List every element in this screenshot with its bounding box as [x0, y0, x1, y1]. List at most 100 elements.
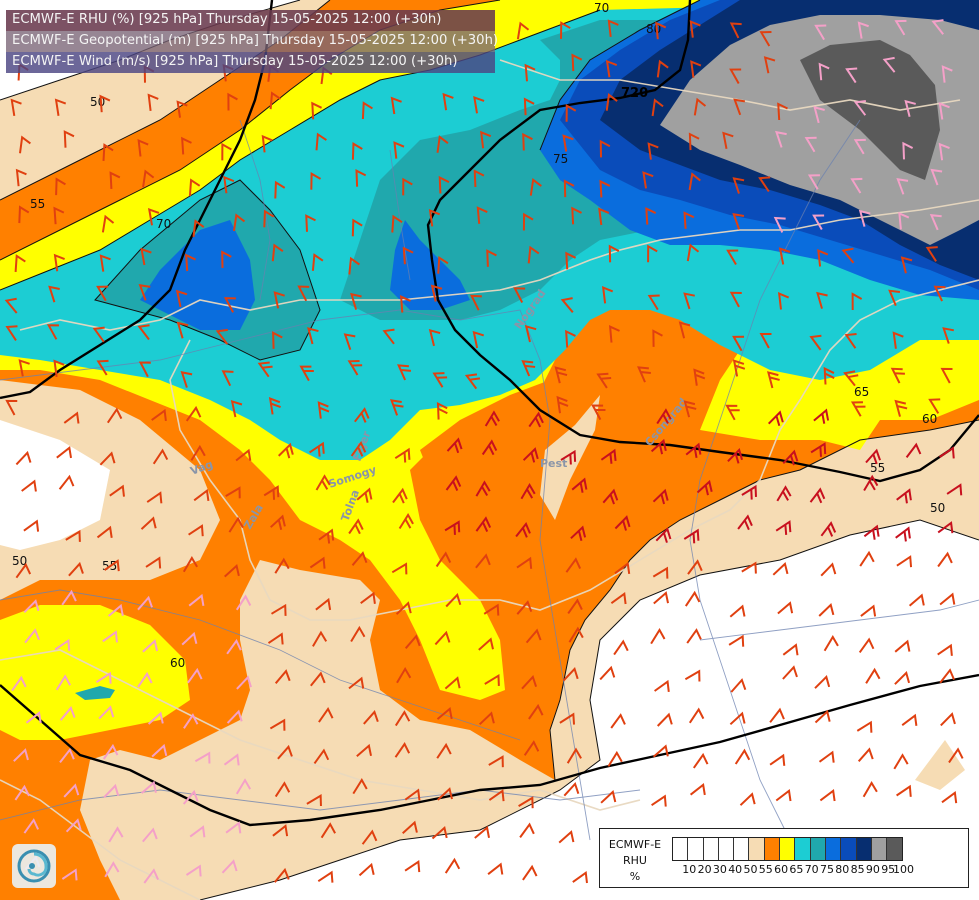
wind-barb	[607, 750, 623, 767]
wind-barb	[270, 514, 286, 531]
wind-barb	[726, 249, 739, 266]
wind-barb	[235, 448, 252, 462]
wind-barb	[53, 253, 65, 272]
wind-barb	[54, 638, 71, 651]
wind-barb	[483, 603, 500, 616]
wind-barb	[428, 208, 441, 227]
wind-barb	[96, 285, 109, 302]
wind-barb	[11, 675, 27, 692]
wind-barb	[686, 243, 700, 262]
wind-barb	[687, 559, 703, 575]
wind-barb	[182, 789, 199, 805]
wind-barb	[693, 97, 707, 116]
legend-swatch	[703, 838, 719, 860]
wind-barb	[678, 321, 691, 339]
wind-barb	[107, 603, 124, 617]
wind-barb	[142, 827, 158, 843]
wind-barb	[515, 521, 531, 538]
wind-barb	[902, 141, 914, 160]
legend-title: ECMWF-E RHU %	[602, 837, 668, 885]
rhu-line-70	[94, 179, 321, 361]
wind-barb	[4, 297, 18, 314]
wind-barb	[928, 398, 941, 414]
wind-barb	[521, 360, 536, 377]
wind-barb	[845, 67, 858, 84]
wind-barb	[63, 783, 80, 798]
wind-barb	[488, 789, 505, 802]
wind-barb	[729, 711, 746, 726]
wind-barb	[137, 324, 150, 341]
wind-barb	[65, 529, 81, 542]
wind-barb	[602, 488, 619, 505]
wind-barb	[5, 399, 18, 416]
geopotential-line-south	[0, 673, 979, 827]
wind-barb	[596, 372, 612, 389]
wind-barb	[15, 562, 32, 579]
wind-barb	[516, 600, 533, 615]
wind-barb	[274, 781, 291, 798]
wind-barb	[937, 521, 954, 534]
wind-barb	[274, 669, 291, 684]
wind-barb	[99, 94, 111, 113]
wind-barb	[102, 743, 119, 760]
wind-barb	[591, 404, 606, 421]
wind-barb	[343, 333, 356, 351]
wind-barb	[939, 592, 956, 606]
wind-barb	[556, 395, 569, 414]
wind-barb	[896, 555, 913, 568]
wind-barb	[688, 707, 705, 724]
wind-barb	[484, 673, 500, 687]
wind-barb	[363, 710, 379, 725]
wind-barb	[404, 788, 421, 801]
wind-barb	[19, 135, 31, 154]
wind-barb	[233, 213, 246, 232]
wind-barb	[312, 630, 328, 647]
wind-barb	[313, 748, 330, 764]
legend-swatch	[856, 838, 872, 860]
wind-barb	[732, 177, 745, 194]
rhu-fill-50-southeast	[915, 740, 965, 790]
wind-barb	[809, 334, 822, 351]
wind-barb	[55, 674, 72, 691]
wind-barb	[696, 479, 713, 496]
wind-barb	[939, 668, 955, 684]
wind-barb	[775, 130, 787, 148]
wind-barb	[306, 793, 322, 807]
wind-barb	[138, 284, 151, 301]
wind-barb	[137, 595, 153, 611]
geopotential-line-center	[426, 0, 979, 483]
wind-barb	[142, 639, 159, 653]
wind-barb	[185, 864, 202, 877]
wind-barb	[599, 179, 611, 198]
wind-barb	[235, 778, 252, 795]
legend-tick-label: 85	[850, 863, 865, 876]
wind-barb	[352, 778, 368, 795]
rhu-fill-75-center	[390, 220, 470, 310]
wind-barb	[562, 134, 574, 152]
wind-barb	[732, 359, 746, 377]
wind-barb	[782, 643, 799, 656]
wind-barb	[109, 171, 121, 189]
wind-barb	[566, 747, 582, 764]
wind-barb	[948, 747, 964, 764]
wind-barb	[96, 525, 113, 539]
wind-barb	[395, 601, 412, 615]
wind-barb	[853, 138, 866, 155]
legend-swatch	[780, 838, 796, 860]
wind-barb	[109, 484, 125, 497]
legend-swatch	[673, 838, 689, 860]
contour-label: 70	[156, 217, 171, 231]
wind-barb	[317, 870, 334, 883]
wind-barb	[775, 788, 792, 802]
wind-barb	[940, 367, 953, 384]
wind-barb	[13, 748, 29, 762]
wind-barb	[652, 744, 669, 758]
wind-barb	[813, 408, 830, 424]
wind-barb	[732, 213, 745, 230]
wind-barb	[818, 603, 835, 617]
wind-barb	[221, 142, 232, 161]
wind-barb	[188, 593, 205, 607]
legend-tick-label: 100	[893, 863, 914, 876]
